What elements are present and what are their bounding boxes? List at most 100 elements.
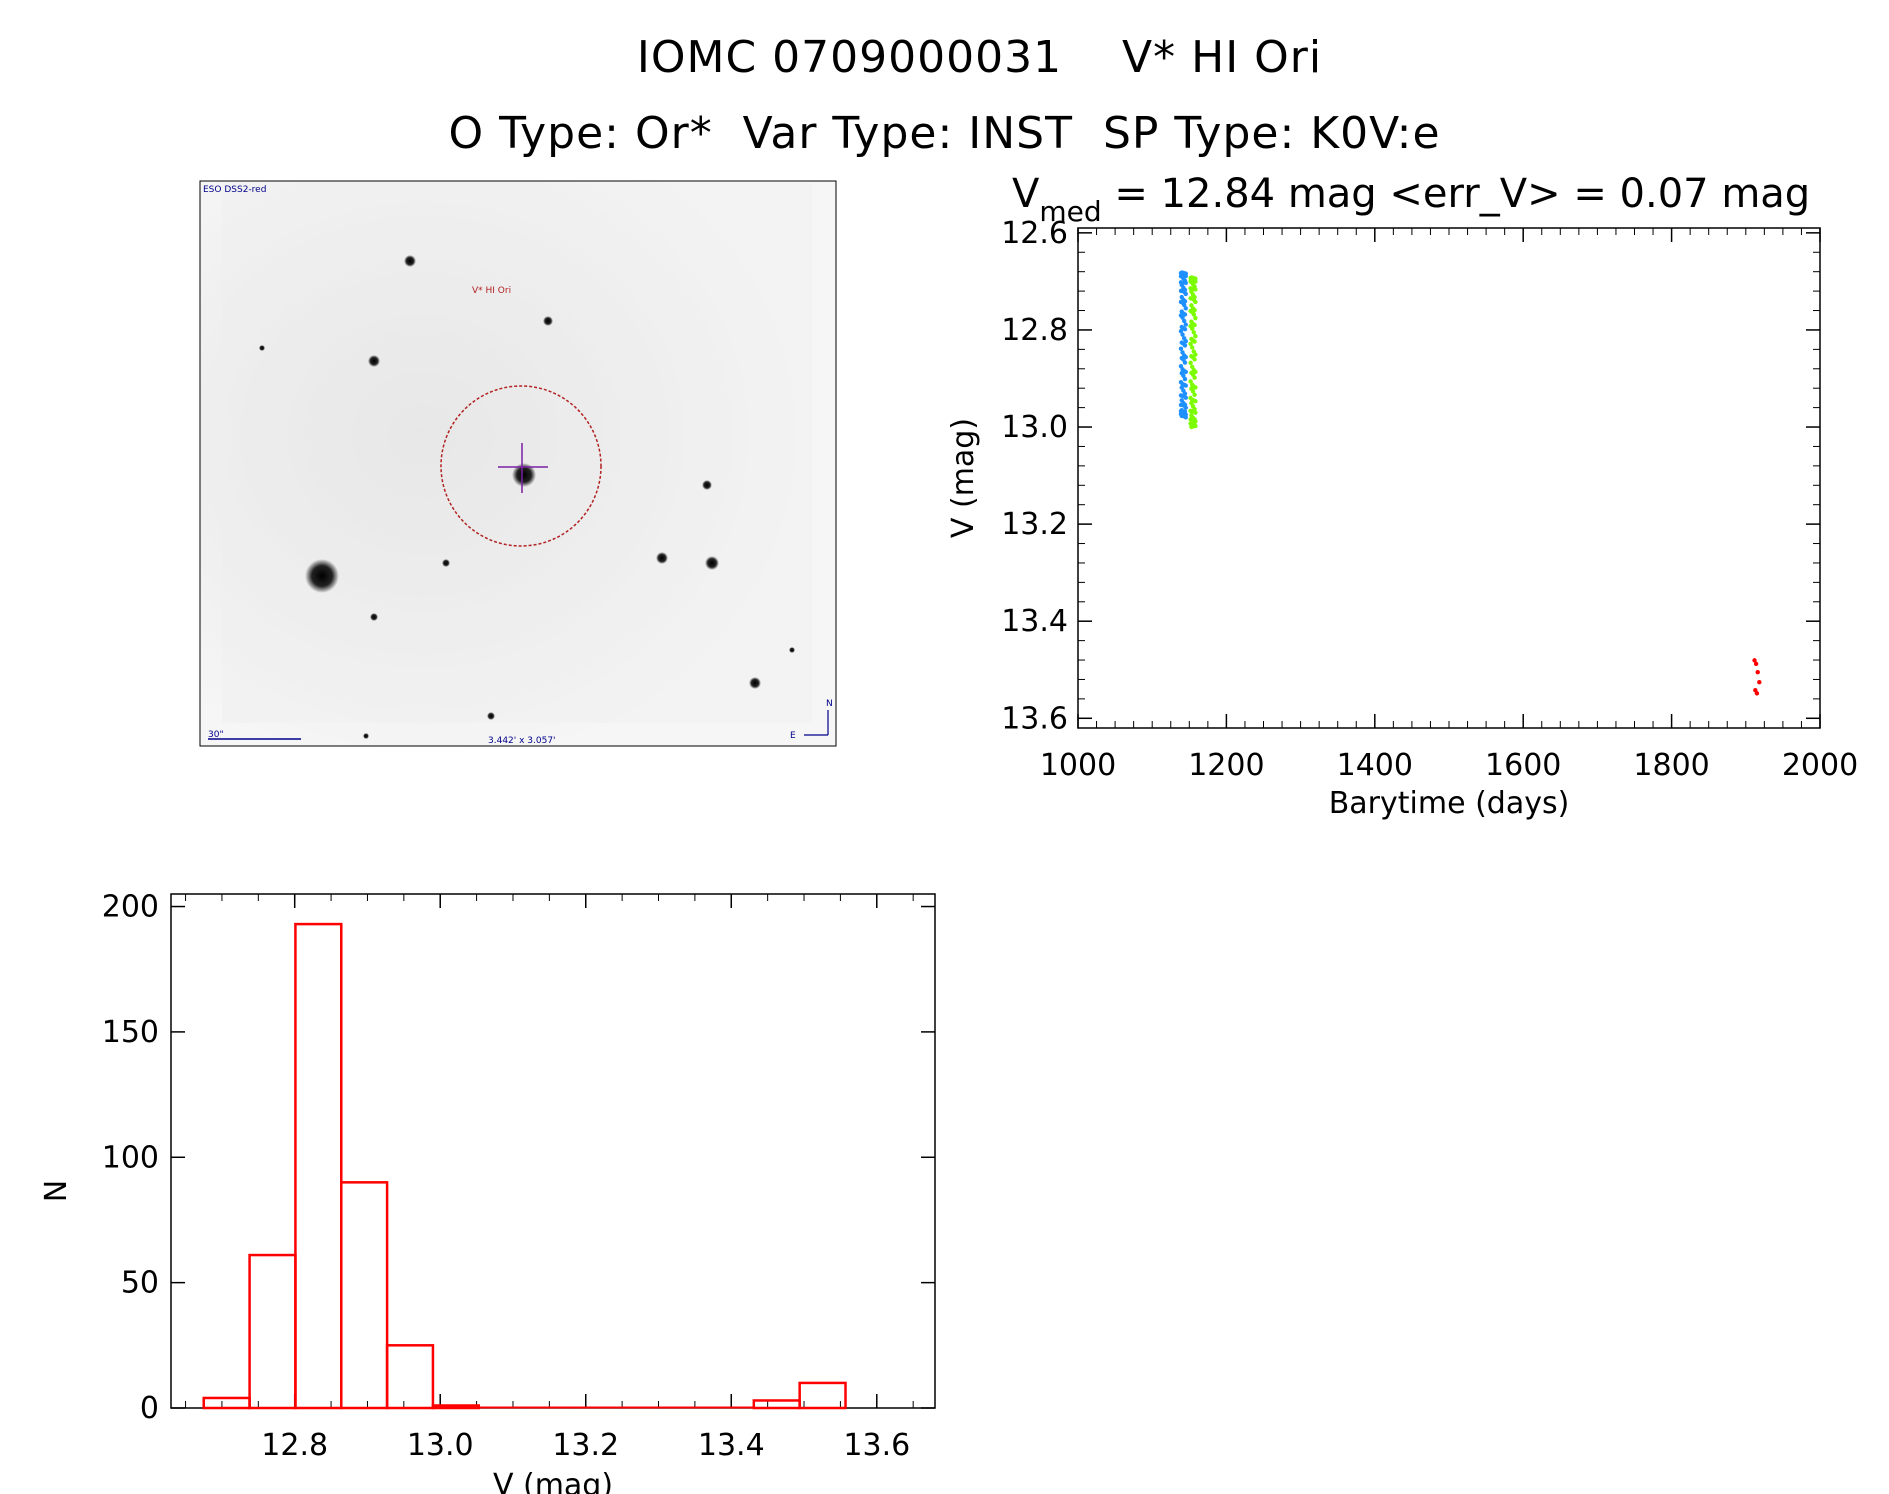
scale-label: 30" xyxy=(208,730,224,740)
x-tick-label: 1600 xyxy=(1485,748,1561,783)
y-tick-label: 13.6 xyxy=(1001,701,1068,736)
data-point-blue xyxy=(1182,312,1188,317)
data-point-green xyxy=(1192,375,1197,380)
histogram-bar xyxy=(202,1396,251,1410)
x-tick-label: 13.0 xyxy=(407,1428,474,1463)
field-star xyxy=(404,255,416,267)
bright-star xyxy=(305,559,339,593)
target-label: V* HI Ori xyxy=(472,286,511,296)
finder-image: V* HI Ori ESO DSS2-red 30" 3.442' x 3.05… xyxy=(199,180,837,747)
data-point-blue xyxy=(1181,373,1186,378)
data-point-blue xyxy=(1182,326,1188,332)
light-curve-plot: Vmed = 12.84 mag <err_V> = 0.07 mag 1000… xyxy=(946,171,1858,821)
finder-image-frame xyxy=(199,180,837,747)
histogram-bar xyxy=(385,1344,435,1410)
data-point-green xyxy=(1190,389,1196,394)
data-point-blue xyxy=(1183,322,1188,327)
data-point-green xyxy=(1191,312,1197,317)
data-point-blue xyxy=(1182,360,1188,365)
data-point-red xyxy=(1755,669,1760,675)
data-point-blue xyxy=(1180,315,1185,320)
field-star xyxy=(789,647,795,653)
field-star xyxy=(370,613,378,621)
data-point-green xyxy=(1188,379,1193,384)
target-circle xyxy=(440,385,602,547)
data-point-green xyxy=(1193,299,1198,305)
data-point-blue xyxy=(1181,318,1187,324)
y-tick-label: 13.0 xyxy=(1001,410,1068,445)
histogram-bar xyxy=(294,922,343,1410)
field-star xyxy=(363,733,369,739)
data-point-blue xyxy=(1183,405,1188,410)
data-point-red xyxy=(1753,661,1759,667)
light-curve-title-text: = 12.84 mag <err_V> = 0.07 mag xyxy=(1102,171,1811,217)
finder-image-field xyxy=(222,183,812,723)
light-curve-y-label: V (mag) xyxy=(946,418,981,538)
data-point-green xyxy=(1188,341,1193,347)
y-tick-label: 100 xyxy=(102,1140,159,1175)
data-point-green xyxy=(1192,339,1197,344)
data-point-blue xyxy=(1183,415,1188,420)
light-curve-x-label: Barytime (days) xyxy=(1329,786,1570,821)
x-tick-label: 12.8 xyxy=(261,1428,328,1463)
light-curve-title-subscript: med xyxy=(1039,195,1101,228)
data-point-blue xyxy=(1178,329,1184,334)
target-star xyxy=(512,463,536,487)
data-point-green xyxy=(1193,287,1198,292)
light-curve-axes: 1000 1200 1400 1600 1800 2000 12.6 12.8 13.0 13.2… xyxy=(1001,216,1858,783)
y-tick-label: 13.2 xyxy=(1001,507,1068,542)
chart-subtitle: O Type: Or* Var Type: INST SP Type: K0V:… xyxy=(448,108,1441,159)
x-tick-label: 2000 xyxy=(1782,748,1858,783)
crosshair-icon xyxy=(498,443,548,493)
chart-title: IOMC 0709000031 V* HI Ori xyxy=(636,32,1323,83)
x-tick-label: 1200 xyxy=(1188,748,1264,783)
data-point-green xyxy=(1193,385,1198,390)
data-point-green xyxy=(1188,360,1193,366)
x-tick-label: 13.6 xyxy=(843,1428,910,1463)
data-point-blue xyxy=(1183,306,1188,311)
histogram-bar xyxy=(248,1253,297,1410)
survey-label: ESO DSS2-red xyxy=(203,185,266,195)
x-tick-label: 1400 xyxy=(1337,748,1413,783)
field-stars xyxy=(259,255,795,739)
y-tick-label: 200 xyxy=(102,890,159,925)
compass-north-label: N xyxy=(826,699,833,709)
data-point-green xyxy=(1193,334,1198,339)
data-point-red xyxy=(1754,691,1760,696)
light-curve-title: Vmed = 12.84 mag <err_V> = 0.07 mag xyxy=(1012,171,1810,228)
field-star xyxy=(487,712,495,720)
data-point-green xyxy=(1192,392,1197,398)
data-point-red xyxy=(1757,680,1762,685)
data-point-blue xyxy=(1183,291,1188,297)
y-tick-label: 0 xyxy=(140,1391,159,1426)
field-star xyxy=(442,559,450,567)
field-star xyxy=(702,480,712,490)
data-point-green xyxy=(1193,398,1198,404)
data-point-blue xyxy=(1182,376,1188,382)
data-point-blue xyxy=(1183,280,1188,286)
field-star xyxy=(259,345,265,351)
histogram-frame xyxy=(170,893,936,1409)
histogram-plot: 12.8 13.0 13.2 13.4 13.6 0 50 100 150 200 V (mag)… xyxy=(39,890,936,1494)
y-tick-label: 12.6 xyxy=(1001,216,1068,251)
field-star xyxy=(368,355,380,367)
histogram-bars xyxy=(202,922,847,1410)
data-point-green xyxy=(1190,326,1195,331)
histogram-bar xyxy=(752,1399,801,1410)
light-curve-title-prefix: V xyxy=(1012,171,1040,217)
data-point-green xyxy=(1190,345,1195,350)
data-point-green xyxy=(1192,322,1197,328)
field-star xyxy=(656,552,668,564)
x-tick-label: 13.2 xyxy=(552,1428,619,1463)
histogram-axes: 12.8 13.0 13.2 13.4 13.6 0 50 100 150 200 xyxy=(102,890,935,1463)
histogram-bar xyxy=(798,1381,847,1410)
field-star xyxy=(749,677,761,689)
data-point-blue xyxy=(1180,332,1185,337)
data-point-green xyxy=(1192,357,1197,362)
data-point-blue xyxy=(1183,369,1188,375)
compass-east-label: E xyxy=(790,731,796,741)
data-point-blue xyxy=(1178,346,1184,351)
data-point-green xyxy=(1193,410,1198,415)
x-tick-label: 1800 xyxy=(1633,748,1709,783)
x-tick-label: 13.4 xyxy=(698,1428,765,1463)
